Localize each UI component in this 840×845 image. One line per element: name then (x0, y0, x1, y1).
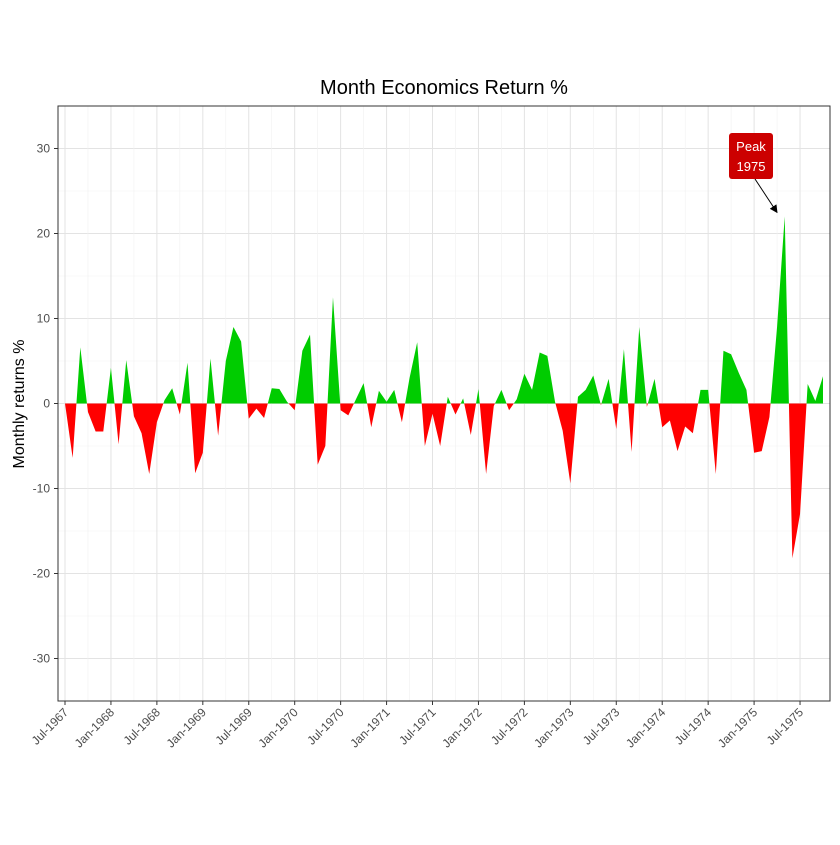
y-tick-label: -10 (33, 482, 51, 496)
y-tick-label: -30 (33, 652, 51, 666)
y-axis-label: Monthly returns % (11, 340, 28, 469)
negative-returns-area (65, 403, 823, 559)
y-tick-label: 10 (37, 312, 51, 326)
y-tick-label: 30 (37, 142, 51, 156)
y-tick-label: 20 (37, 227, 51, 241)
y-tick-label: 0 (43, 397, 50, 411)
peak-annotation: Peak 1975 (729, 133, 778, 214)
chart-title: Month Economics Return % (320, 77, 568, 99)
y-tick-label: -20 (33, 567, 51, 581)
annotation-box (729, 133, 773, 179)
annotation-text: Peak (736, 139, 766, 154)
area-series (65, 216, 823, 559)
annotation-arrow (754, 178, 778, 214)
annotation-text: 1975 (737, 159, 766, 174)
y-axis: -30 -20 -10 0 10 20 30 (33, 142, 58, 666)
